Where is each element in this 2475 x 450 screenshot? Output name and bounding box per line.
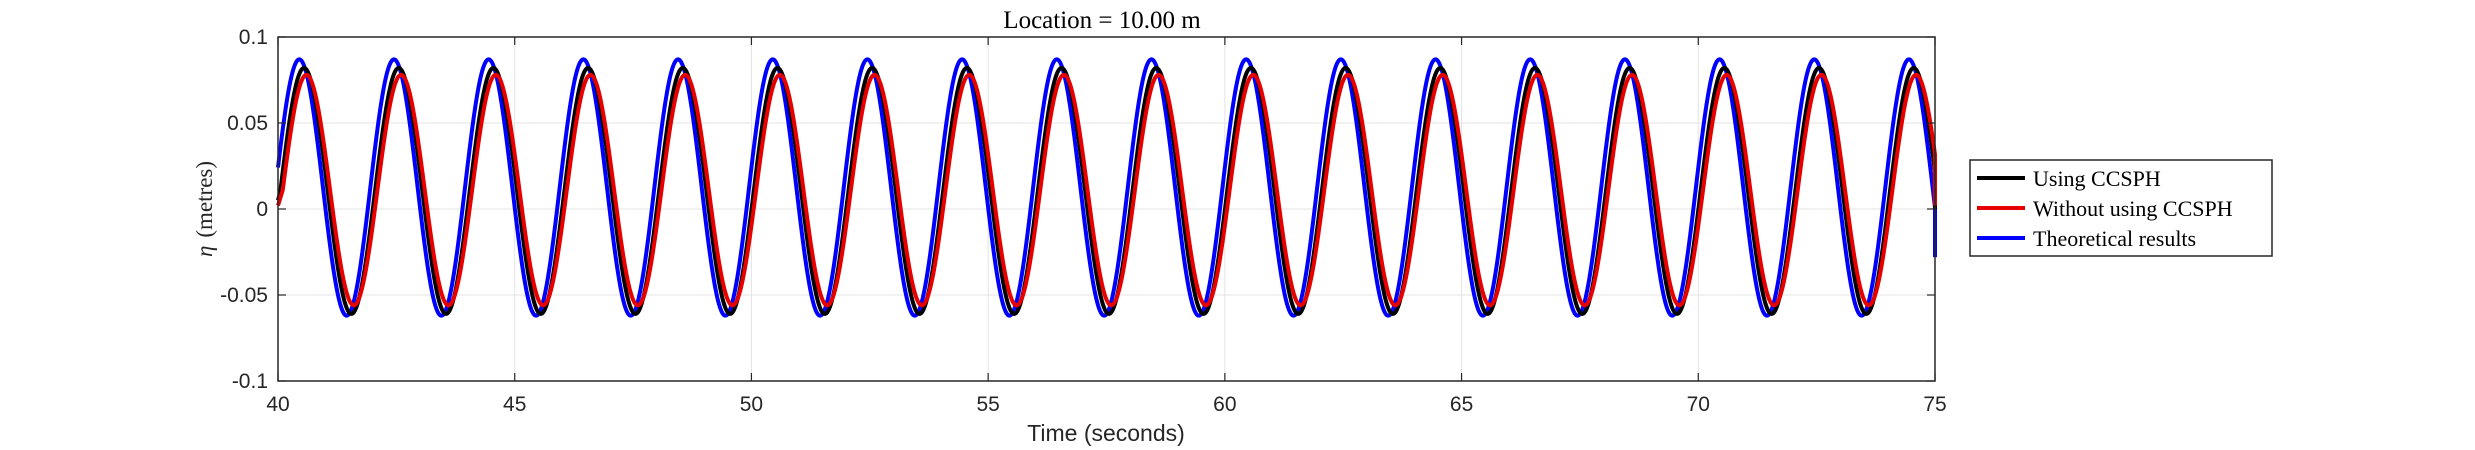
- y-tick-label: 0.05: [227, 112, 268, 135]
- series-lines: [276, 57, 1937, 318]
- y-axis-label-symbol: η: [192, 246, 217, 257]
- y-tick-label: -0.05: [220, 284, 268, 307]
- y-axis-label-unit: (metres): [192, 161, 217, 238]
- legend-label-theoretical: Theoretical results: [2033, 226, 2196, 251]
- x-tick-label: 60: [1213, 393, 1236, 416]
- legend-label-using-ccsph: Using CCSPH: [2033, 166, 2161, 191]
- y-tick-label: 0.1: [239, 26, 268, 49]
- x-tick-label: 45: [503, 393, 526, 416]
- y-axis-ticks: 0.1 0.05 0 -0.05 -0.1: [220, 26, 1935, 393]
- x-tick-label: 75: [1923, 393, 1946, 416]
- series-line-without-ccsph: [276, 72, 1937, 308]
- x-tick-label: 50: [740, 393, 763, 416]
- x-tick-label: 70: [1687, 393, 1710, 416]
- x-tick-label: 40: [266, 393, 289, 416]
- y-tick-label: -0.1: [232, 370, 268, 393]
- legend-label-without-ccsph: Without using CCSPH: [2033, 196, 2233, 221]
- x-tick-label: 55: [976, 393, 999, 416]
- y-axis-label: η (metres): [192, 161, 217, 257]
- chart-title: Location = 10.00 m: [1003, 7, 1201, 34]
- y-tick-label: 0: [256, 198, 268, 221]
- x-axis-ticks: 40 45 50 55 60 65 70 75: [266, 37, 1947, 416]
- x-tick-label: 65: [1450, 393, 1473, 416]
- x-axis-label: Time (seconds): [1027, 420, 1185, 446]
- legend: Using CCSPH Without using CCSPH Theoreti…: [1969, 159, 2273, 257]
